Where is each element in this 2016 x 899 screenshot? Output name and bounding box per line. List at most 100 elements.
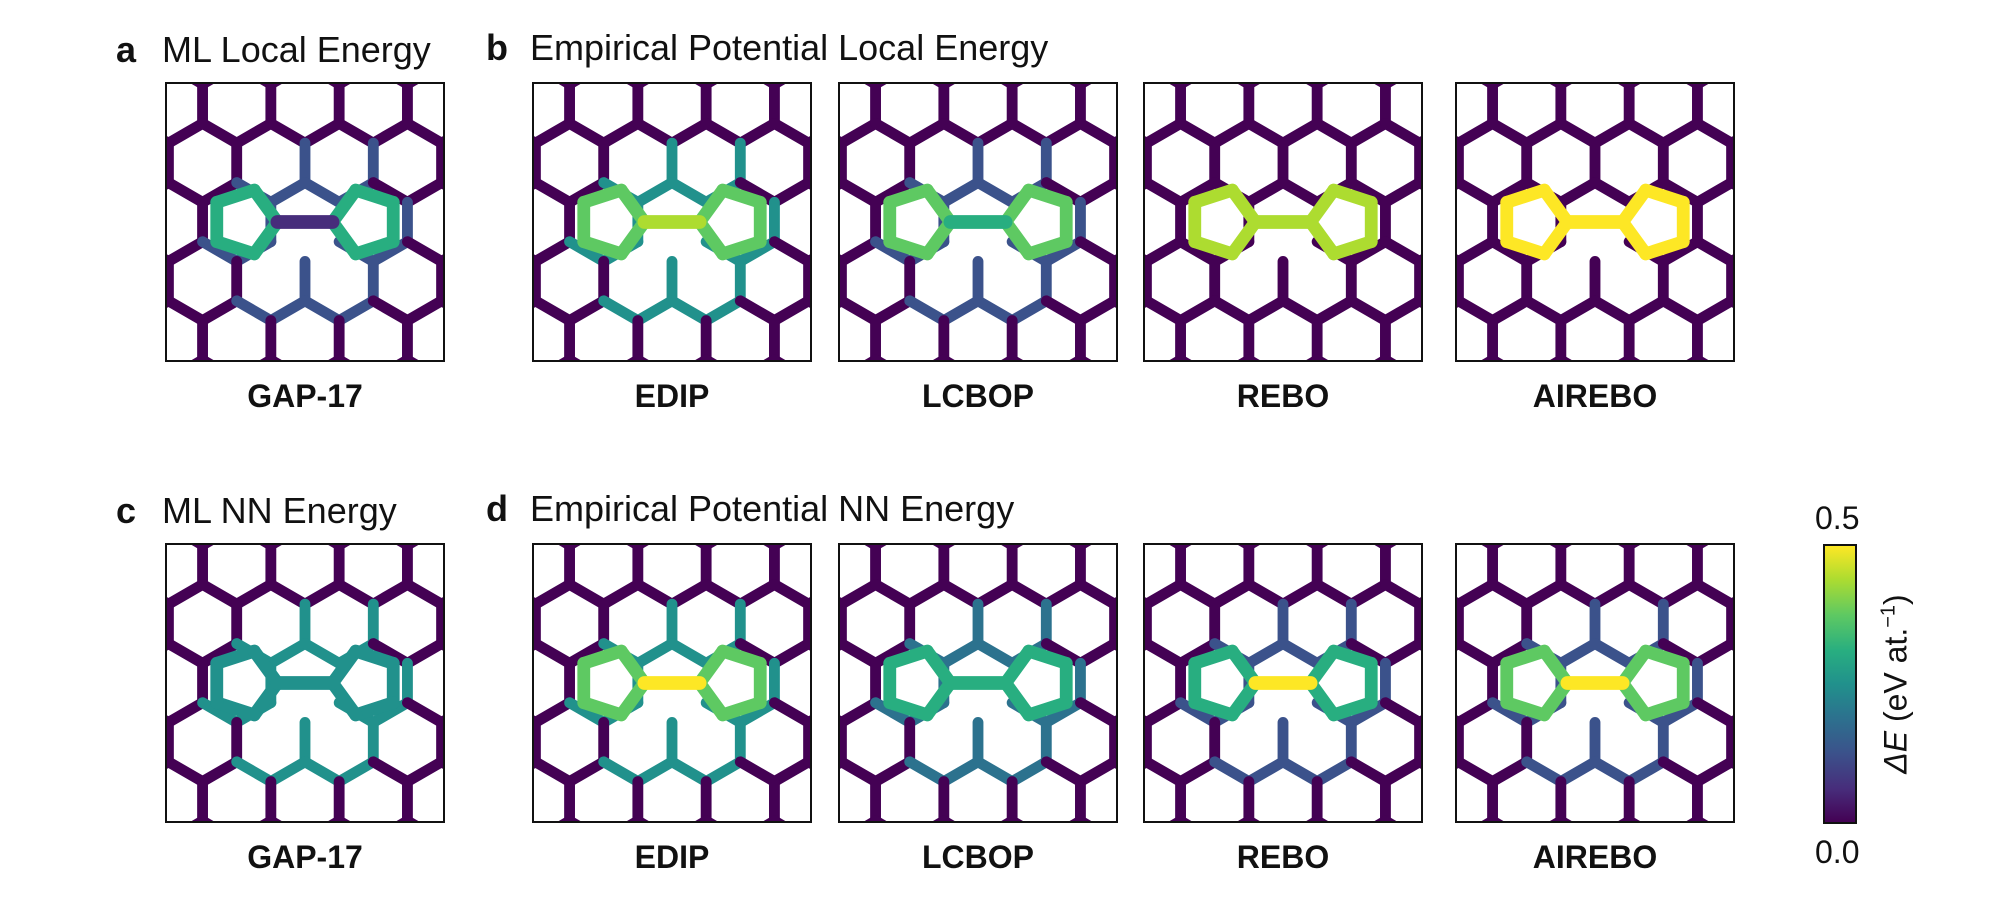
lattice-svg	[167, 545, 443, 821]
lattice-bond	[1345, 295, 1391, 326]
lattice-bond	[700, 118, 746, 149]
lattice-bond	[769, 295, 810, 326]
lattice-bond	[1145, 638, 1186, 669]
defect-ring-bond	[1327, 183, 1378, 209]
lattice-bond	[402, 697, 443, 728]
lattice-bond	[1243, 579, 1289, 610]
lattice-bond	[1589, 177, 1635, 208]
lattice-bond	[840, 756, 881, 787]
lattice-bond	[1075, 295, 1116, 326]
lattice-bond	[367, 697, 413, 728]
defect-ring-bond	[1327, 696, 1378, 722]
lattice-bond	[1145, 177, 1186, 208]
lattice-bond	[870, 638, 916, 669]
lattice-bond	[1175, 579, 1221, 610]
panel-a-letter: a	[116, 29, 137, 70]
lattice-bond	[1623, 579, 1669, 610]
lattice-bond	[1209, 295, 1255, 326]
lattice-bond	[870, 579, 916, 610]
lattice-bond	[1145, 295, 1186, 326]
lattice-bond	[1555, 177, 1601, 208]
defect-ring-bond	[349, 183, 400, 209]
lattice-bond	[1380, 756, 1421, 787]
defect-ring-bond	[1022, 183, 1073, 209]
lattice-bond	[1006, 579, 1052, 610]
lattice-bond	[1209, 756, 1255, 787]
lattice-bond	[870, 697, 916, 728]
lattice-bond	[870, 236, 916, 267]
colorbar-unit: (eV at.	[1877, 627, 1914, 731]
lattice-bond	[1692, 579, 1733, 610]
lattice-bond	[1243, 638, 1289, 669]
panel-b-title: Empirical Potential Local Energy	[530, 27, 1049, 68]
lattice-bond	[1040, 638, 1086, 669]
defect-ring-bond	[577, 696, 628, 722]
defect-ring-bond	[1327, 235, 1378, 261]
lattice-bond	[1457, 295, 1498, 326]
lattice-bond	[1589, 118, 1635, 149]
lattice-bond	[734, 118, 780, 149]
defect-ring-bond	[883, 644, 934, 670]
lattice-bond	[734, 236, 780, 267]
lattice-bond	[436, 295, 443, 308]
lattice-bond	[367, 177, 413, 208]
lattice-bond	[1040, 236, 1086, 267]
lattice-bond	[769, 177, 810, 208]
lattice-bond	[972, 118, 1018, 149]
lattice-bond	[734, 177, 780, 208]
panel-a-title: ML Local Energy	[162, 29, 431, 70]
lattice-bond	[1075, 697, 1116, 728]
lattice-bond	[972, 756, 1018, 787]
lattice-svg	[1145, 84, 1421, 360]
lattice-bond	[840, 118, 881, 149]
lattice-bond	[769, 118, 810, 149]
defect-ring-bond	[1500, 696, 1551, 722]
lattice-bond	[598, 118, 644, 149]
structure-frame-row2-rebo	[1143, 543, 1423, 823]
lattice-bond	[938, 177, 984, 208]
lattice-bond	[1414, 756, 1421, 769]
lattice-bond	[167, 118, 208, 149]
lattice-bond	[534, 295, 575, 326]
lattice-bond	[666, 579, 712, 610]
lattice-bond	[1040, 756, 1086, 787]
lattice-bond	[1457, 118, 1498, 149]
lattice-bond	[1311, 295, 1357, 326]
lattice-bond	[870, 118, 916, 149]
lattice-bond	[734, 638, 780, 669]
structure-frame-row2-edip	[532, 543, 812, 823]
lattice-bond	[1345, 579, 1391, 610]
lattice-bond	[265, 579, 311, 610]
lattice-bond	[1145, 697, 1186, 728]
method-label-row2-gap17: GAP-17	[247, 839, 363, 875]
lattice-bond	[870, 295, 916, 326]
lattice-bond	[1457, 236, 1498, 267]
lattice-bond	[1175, 756, 1221, 787]
lattice-bond	[1726, 295, 1733, 308]
lattice-bond	[333, 295, 379, 326]
lattice-bond	[564, 118, 610, 149]
colorbar-min-label: 0.0	[1815, 834, 1860, 870]
lattice-bond	[972, 177, 1018, 208]
defect-ring-bond	[883, 183, 934, 209]
lattice-bond	[1175, 638, 1221, 669]
lattice-bond	[231, 118, 277, 149]
lattice-svg	[840, 545, 1116, 821]
lattice-bond	[1345, 177, 1391, 208]
lattice-bond	[700, 295, 746, 326]
lattice-bond	[167, 177, 208, 208]
lattice-bond	[1623, 118, 1669, 149]
defect-ring-bond	[349, 696, 400, 722]
lattice-bond	[367, 579, 413, 610]
lattice-bond	[197, 579, 243, 610]
lattice-bond	[666, 118, 712, 149]
lattice-bond	[1457, 638, 1498, 669]
lattice-bond	[632, 756, 678, 787]
lattice-bond	[299, 579, 345, 610]
lattice-bond	[734, 579, 780, 610]
method-label-row2-airebo: AIREBO	[1532, 839, 1658, 875]
lattice-bond	[1657, 697, 1703, 728]
colorbar	[1823, 544, 1857, 824]
defect-ring-bond	[716, 183, 767, 209]
colorbar-unit-close: )	[1877, 594, 1914, 605]
